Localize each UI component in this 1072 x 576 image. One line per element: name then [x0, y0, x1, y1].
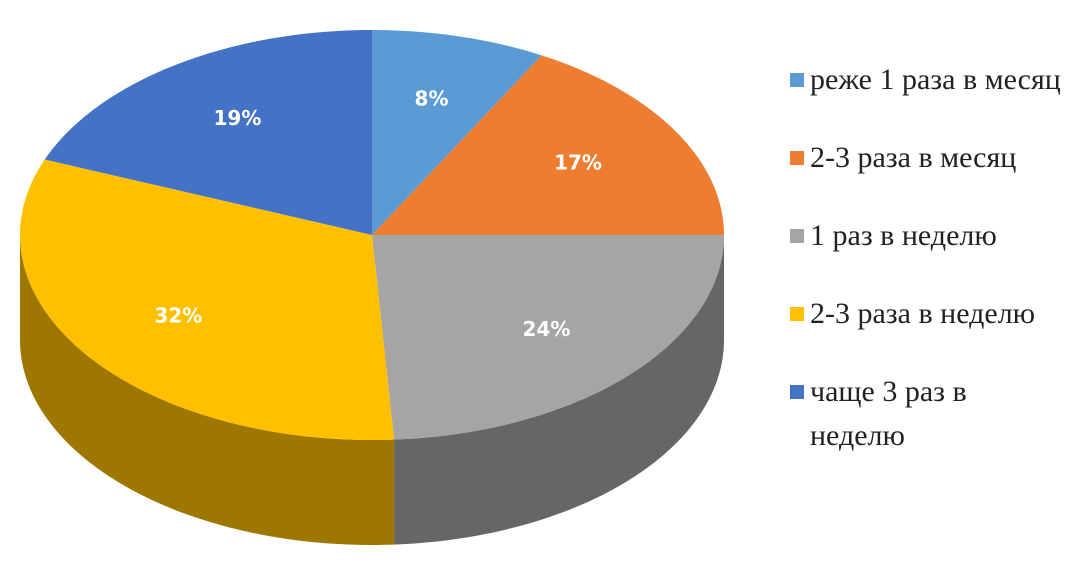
legend-swatch [790, 307, 804, 321]
legend-label: реже 1 раза в месяц [810, 63, 1061, 96]
legend-label: 2-3 раза в месяц [810, 141, 1017, 174]
legend-label: 2-3 раза в неделю [810, 297, 1036, 330]
legend-swatch [790, 151, 804, 165]
legend-label: чаще 3 раз в неделю [810, 375, 967, 452]
slice [372, 55, 724, 235]
value-label: 8% [415, 86, 449, 110]
legend-swatch [790, 229, 804, 243]
legend-item: чаще 3 раз в неделю [790, 370, 1065, 458]
legend-item: 1 раз в неделю [790, 214, 1065, 258]
legend-item: реже 1 раза в месяц [790, 58, 1065, 102]
value-label: 19% [214, 106, 262, 130]
pie-area: 8% 17% 24% 32% 19% [20, 30, 724, 545]
legend-swatch [790, 385, 804, 399]
legend-item: 2-3 раза в неделю [790, 292, 1065, 336]
slice-side [20, 235, 395, 545]
value-label: 17% [554, 151, 602, 175]
slice [20, 159, 395, 440]
legend-item: 2-3 раза в месяц [790, 136, 1065, 180]
value-label: 32% [154, 303, 202, 327]
slice [44, 30, 372, 235]
slice [372, 30, 542, 235]
legend: реже 1 раза в месяц 2-3 раза в месяц 1 раз… [790, 58, 1065, 492]
legend-label: 1 раз в неделю [810, 219, 997, 252]
slice [372, 235, 724, 440]
value-label: 24% [523, 317, 571, 341]
legend-swatch [790, 73, 804, 87]
slice-side [394, 235, 724, 545]
